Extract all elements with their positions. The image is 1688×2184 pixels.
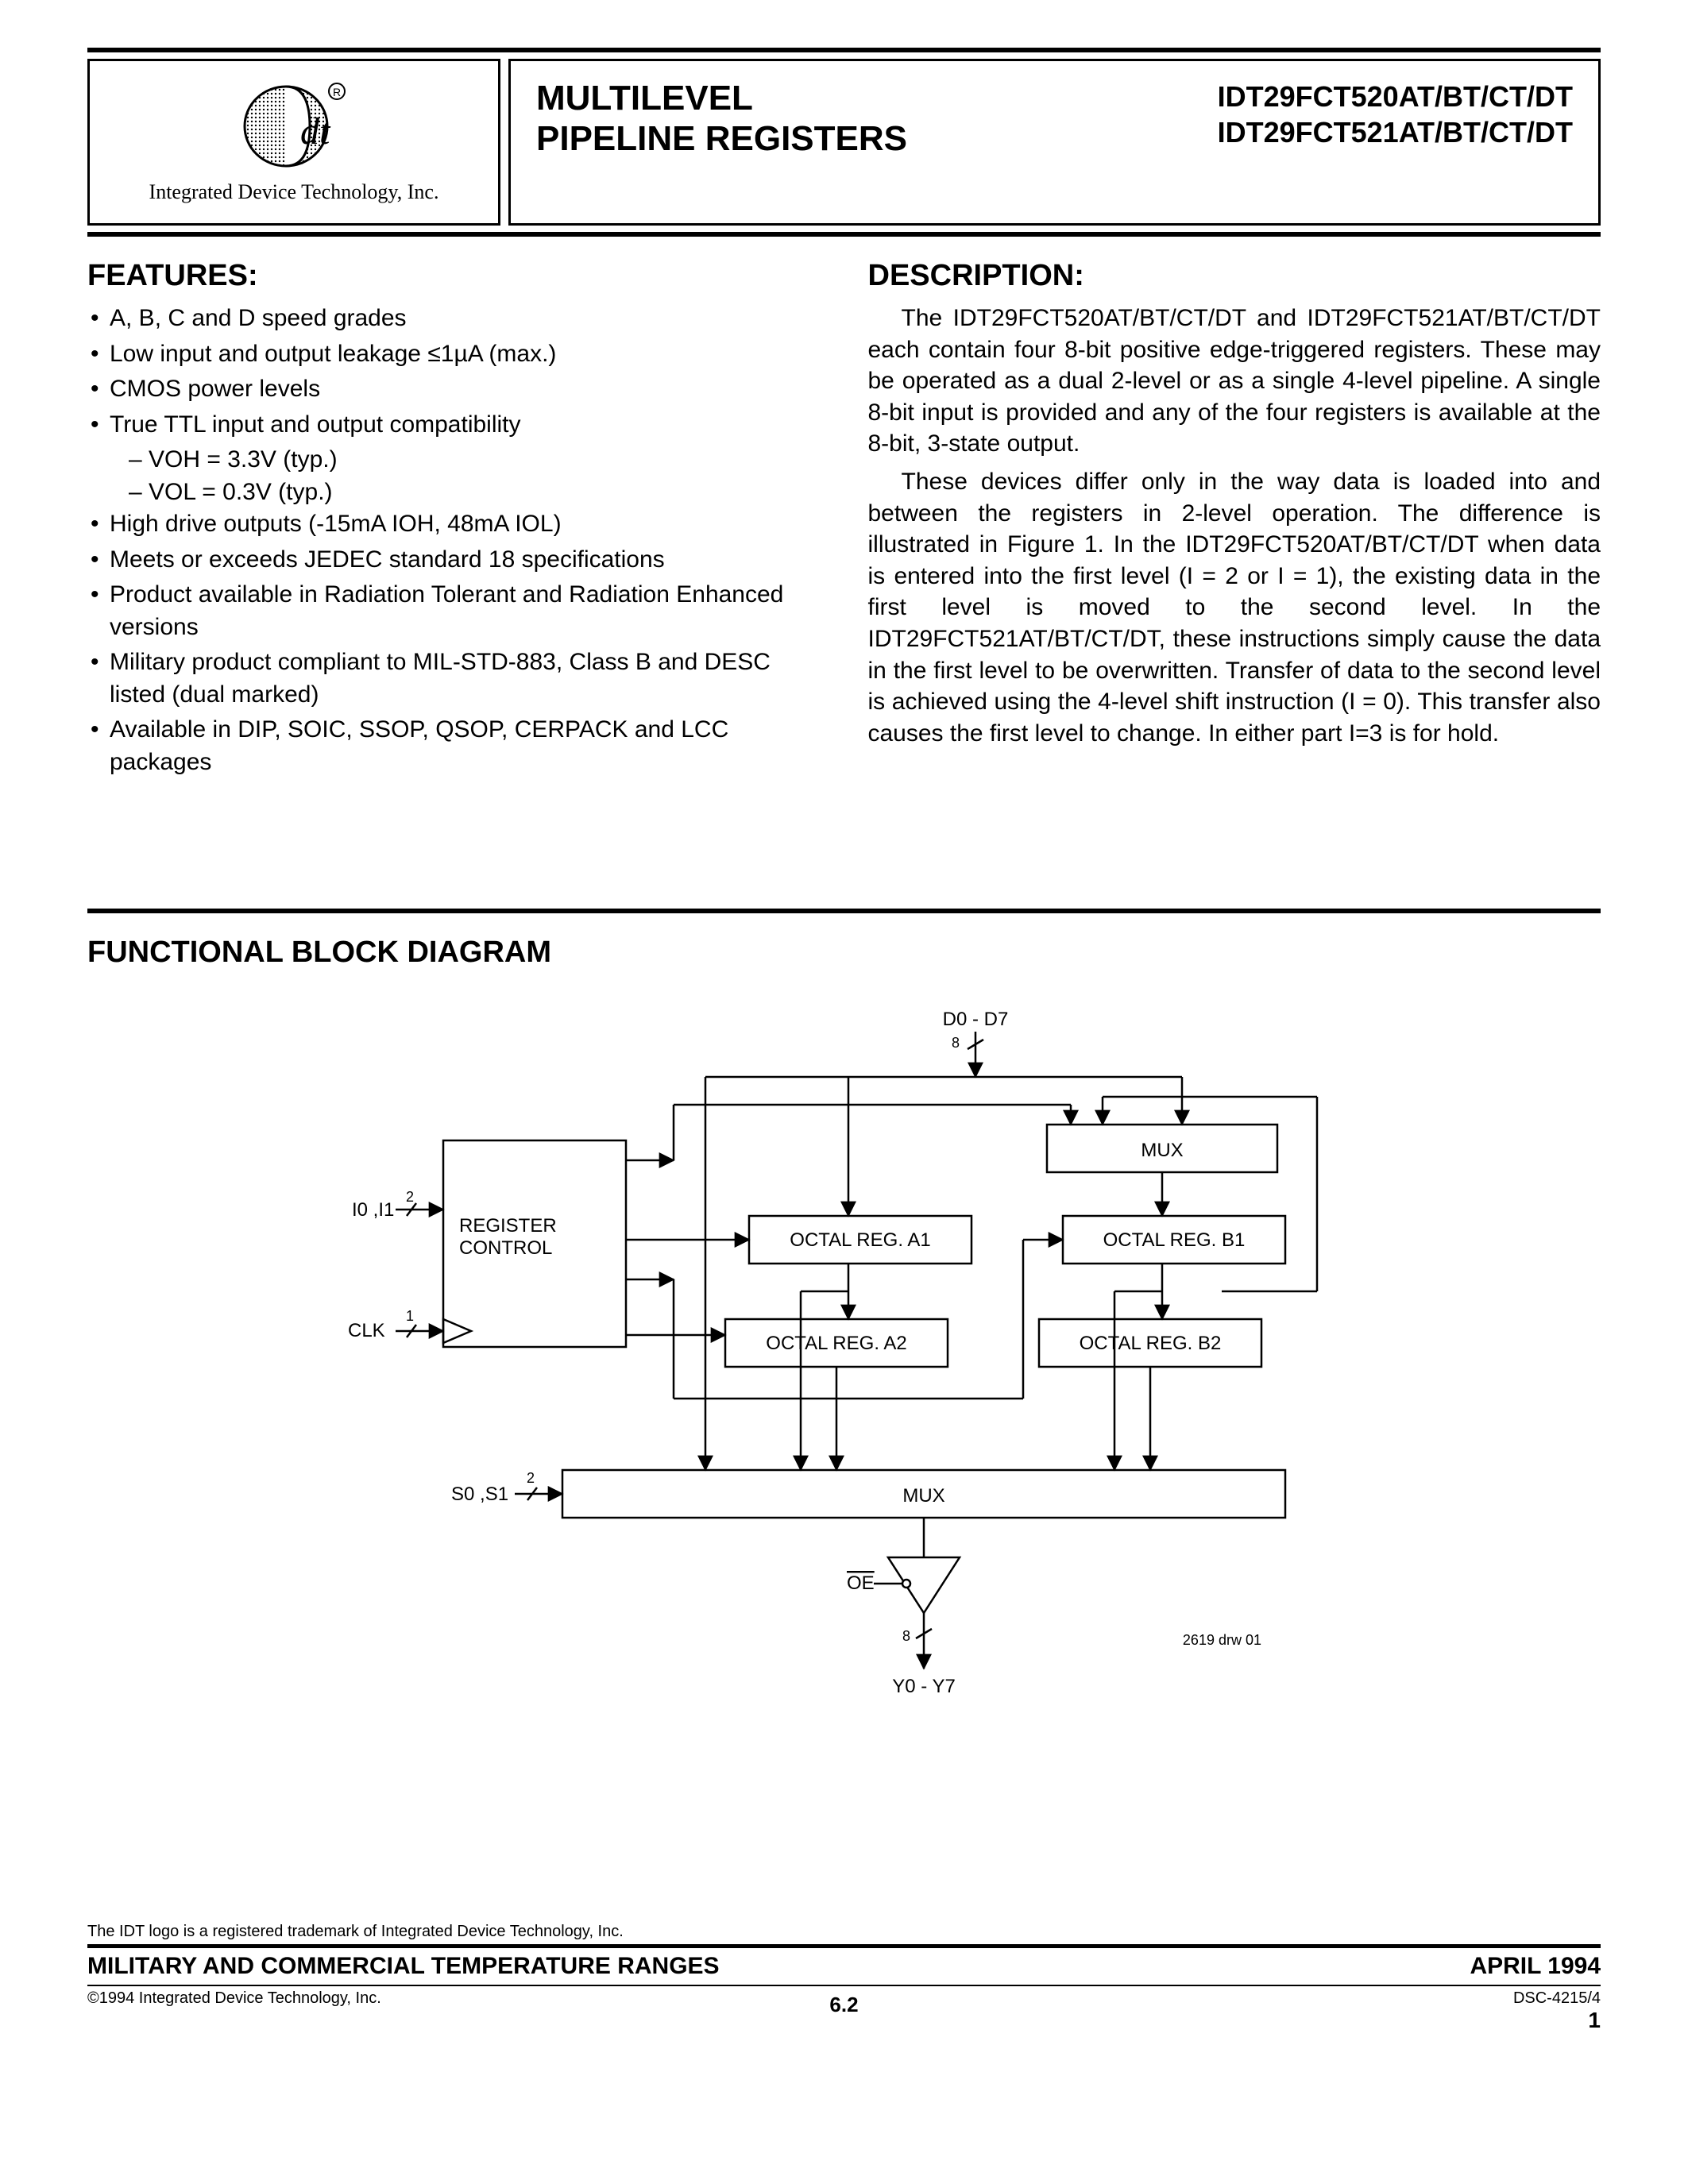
footer-section: 6.2	[829, 1993, 858, 2017]
feature-subitem: VOL = 0.3V (typ.)	[151, 477, 821, 509]
svg-text:OE: OE	[847, 1572, 875, 1594]
block-diagram-icon: D0 - D7 8 MUX REGISTER CONTROL I0 ,I1 2 …	[308, 1001, 1381, 1716]
logo-box: dt R Integrated Device Technology, Inc.	[87, 59, 500, 226]
features-heading: FEATURES:	[87, 259, 821, 293]
features-list: A, B, C and D speed gradesLow input and …	[87, 303, 821, 778]
block-diagram-wrap: D0 - D7 8 MUX REGISTER CONTROL I0 ,I1 2 …	[87, 1001, 1601, 1716]
svg-text:R: R	[333, 86, 341, 98]
feature-item: True TTL input and output compatibility	[87, 409, 821, 442]
svg-text:OCTAL REG. B2: OCTAL REG. B2	[1079, 1333, 1221, 1354]
feature-subitem: VOH = 3.3V (typ.)	[151, 444, 821, 477]
part-number-2: IDT29FCT521AT/BT/CT/DT	[1218, 114, 1573, 150]
top-rule	[87, 48, 1601, 52]
svg-text:2619 drw 01: 2619 drw 01	[1182, 1632, 1261, 1648]
svg-text:OCTAL REG. A2: OCTAL REG. A2	[766, 1333, 906, 1354]
feature-item: Product available in Radiation Tolerant …	[87, 579, 821, 643]
title-line-1: MULTILEVEL	[536, 79, 907, 119]
svg-text:1: 1	[405, 1308, 413, 1324]
svg-text:S0 ,S1: S0 ,S1	[451, 1484, 508, 1505]
description-heading: DESCRIPTION:	[868, 259, 1601, 293]
datasheet-title: MULTILEVEL PIPELINE REGISTERS	[536, 79, 907, 206]
svg-text:8: 8	[902, 1628, 910, 1644]
title-box: MULTILEVEL PIPELINE REGISTERS IDT29FCT52…	[508, 59, 1601, 226]
title-line-2: PIPELINE REGISTERS	[536, 119, 907, 160]
svg-text:OCTAL REG. A1: OCTAL REG. A1	[790, 1229, 930, 1251]
feature-item: Available in DIP, SOIC, SSOP, QSOP, CERP…	[87, 714, 821, 778]
mid-rule	[87, 909, 1601, 913]
svg-text:OCTAL REG. B1: OCTAL REG. B1	[1103, 1229, 1245, 1251]
description-column: DESCRIPTION: The IDT29FCT520AT/BT/CT/DT …	[868, 259, 1601, 781]
svg-text:Y0 - Y7: Y0 - Y7	[892, 1676, 956, 1697]
footer-heading: MILITARY AND COMMERCIAL TEMPERATURE RANG…	[87, 1953, 720, 1980]
feature-item: CMOS power levels	[87, 373, 821, 406]
svg-text:8: 8	[951, 1035, 959, 1051]
feature-item: Low input and output leakage ≤1µA (max.)	[87, 338, 821, 371]
svg-text:2: 2	[526, 1470, 534, 1486]
feature-item: High drive outputs (-15mA IOH, 48mA IOL)	[87, 508, 821, 541]
description-para-2: These devices differ only in the way dat…	[868, 466, 1601, 749]
footer-row-2: ©1994 Integrated Device Technology, Inc.…	[87, 1989, 1601, 2033]
svg-text:CLK: CLK	[348, 1320, 385, 1341]
idt-logo-icon: dt R	[230, 80, 357, 176]
block-diagram-heading: FUNCTIONAL BLOCK DIAGRAM	[87, 936, 1601, 970]
feature-item: Meets or exceeds JEDEC standard 18 speci…	[87, 544, 821, 577]
svg-text:dt: dt	[300, 110, 331, 152]
feature-item: A, B, C and D speed grades	[87, 303, 821, 335]
footer-rule	[87, 1944, 1601, 1948]
description-para-1: The IDT29FCT520AT/BT/CT/DT and IDT29FCT5…	[868, 303, 1601, 460]
footer-page: 1	[1513, 2008, 1601, 2033]
svg-text:MUX: MUX	[1141, 1140, 1183, 1161]
feature-item: Military product compliant to MIL-STD-88…	[87, 646, 821, 711]
svg-text:REGISTER: REGISTER	[459, 1215, 557, 1237]
header-row: dt R Integrated Device Technology, Inc. …	[87, 59, 1601, 237]
footer-row-1: MILITARY AND COMMERCIAL TEMPERATURE RANG…	[87, 1953, 1601, 1986]
features-column: FEATURES: A, B, C and D speed gradesLow …	[87, 259, 821, 781]
part-numbers: IDT29FCT520AT/BT/CT/DT IDT29FCT521AT/BT/…	[1218, 79, 1573, 206]
content-columns: FEATURES: A, B, C and D speed gradesLow …	[87, 259, 1601, 781]
svg-text:CONTROL: CONTROL	[459, 1237, 552, 1259]
svg-text:I0 ,I1: I0 ,I1	[352, 1199, 394, 1221]
footer-copyright: ©1994 Integrated Device Technology, Inc.	[87, 1989, 381, 2033]
footer-doc-id: DSC-4215/4	[1513, 1989, 1601, 2008]
footer-date: APRIL 1994	[1470, 1953, 1601, 1980]
svg-text:D0 - D7: D0 - D7	[942, 1009, 1008, 1030]
svg-text:2: 2	[405, 1189, 413, 1205]
feature-sublist: VOH = 3.3V (typ.)VOL = 0.3V (typ.)	[87, 444, 821, 508]
part-number-1: IDT29FCT520AT/BT/CT/DT	[1218, 79, 1573, 114]
logo-caption: Integrated Device Technology, Inc.	[149, 180, 439, 204]
footer-right: DSC-4215/4 1	[1513, 1989, 1601, 2033]
svg-text:MUX: MUX	[902, 1485, 944, 1507]
trademark-text: The IDT logo is a registered trademark o…	[87, 1923, 1601, 1941]
